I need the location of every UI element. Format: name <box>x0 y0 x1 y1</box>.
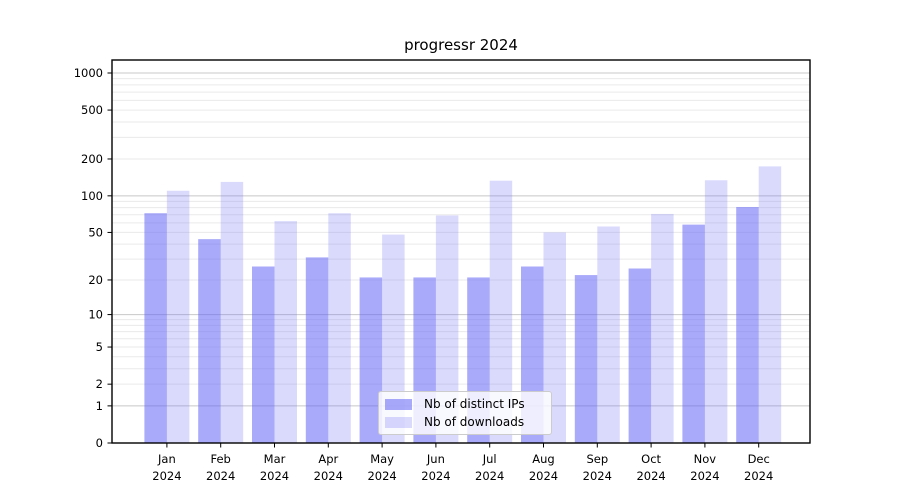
legend-swatch-downloads <box>385 416 412 428</box>
x-tick-label-month-aug: Aug <box>532 452 554 466</box>
bar-distinct-ips-may <box>359 277 383 443</box>
legend-item-distinct-ips: Nb of distinct IPs <box>385 397 543 411</box>
y-tick-label: 20 <box>88 273 103 287</box>
bar-distinct-ips-nov <box>682 224 705 443</box>
legend-label-downloads: Nb of downloads <box>424 415 525 429</box>
x-tick-label-year-jan: 2024 <box>152 469 181 483</box>
x-tick-label-year-dec: 2024 <box>744 469 773 483</box>
x-tick-label-month-apr: Apr <box>318 452 338 466</box>
x-tick-label-year-feb: 2024 <box>206 469 235 483</box>
chart-title: progressr 2024 <box>404 36 518 54</box>
x-tick-label-month-jun: Jun <box>426 452 445 466</box>
x-tick-label-year-mar: 2024 <box>260 469 289 483</box>
bar-downloads-feb <box>220 181 244 444</box>
bar-distinct-ips-feb <box>198 239 221 443</box>
bar-distinct-ips-dec <box>736 206 759 443</box>
bar-downloads-aug <box>543 232 566 443</box>
x-tick-label-year-nov: 2024 <box>690 469 719 483</box>
bar-distinct-ips-jan <box>144 213 167 443</box>
bar-downloads-jan <box>166 190 190 443</box>
x-tick-label-month-nov: Nov <box>694 452 717 466</box>
y-tick-label: 200 <box>81 152 103 166</box>
y-tick-label: 5 <box>96 340 103 354</box>
x-tick-label-year-jun: 2024 <box>421 469 450 483</box>
y-tick-label: 1000 <box>74 66 103 80</box>
bar-distinct-ips-apr <box>305 257 329 443</box>
x-tick-label-month-may: May <box>370 452 394 466</box>
y-tick-label: 1 <box>96 399 103 413</box>
bar-downloads-mar <box>274 221 297 443</box>
legend-swatch-distinct-ips <box>385 398 412 410</box>
x-tick-label-month-feb: Feb <box>211 452 231 466</box>
bar-downloads-oct <box>651 213 674 443</box>
x-tick-label-month-sep: Sep <box>586 452 608 466</box>
legend: Nb of distinct IPs Nb of downloads <box>378 391 552 435</box>
x-tick-label-year-may: 2024 <box>367 469 396 483</box>
x-tick-label-month-oct: Oct <box>641 452 661 466</box>
y-tick-label: 10 <box>88 308 103 322</box>
bar-distinct-ips-oct <box>628 268 652 443</box>
x-tick-label-year-aug: 2024 <box>529 469 558 483</box>
x-tick-label-month-jan: Jan <box>157 452 176 466</box>
y-tick-label: 2 <box>96 377 103 391</box>
x-tick-label-year-sep: 2024 <box>583 469 612 483</box>
bar-downloads-apr <box>328 213 351 443</box>
legend-label-distinct-ips: Nb of distinct IPs <box>424 397 525 411</box>
bar-downloads-dec <box>758 166 782 443</box>
y-tick-label: 500 <box>81 103 103 117</box>
x-tick-label-month-mar: Mar <box>264 452 286 466</box>
bar-downloads-may <box>382 234 405 443</box>
y-tick-label: 50 <box>88 225 103 239</box>
bar-downloads-jul <box>489 180 513 443</box>
bar-downloads-sep <box>597 226 620 443</box>
plot-frame <box>111 59 811 444</box>
bar-downloads-jun <box>435 215 459 443</box>
x-tick-label-year-jul: 2024 <box>475 469 504 483</box>
bar-distinct-ips-mar <box>252 266 275 443</box>
x-tick-label-month-dec: Dec <box>748 452 770 466</box>
bar-downloads-nov <box>704 180 728 443</box>
y-tick-label: 100 <box>81 189 103 203</box>
bar-distinct-ips-sep <box>574 275 598 443</box>
x-tick-label-year-apr: 2024 <box>314 469 343 483</box>
x-tick-label-year-oct: 2024 <box>636 469 665 483</box>
y-tick-label: 0 <box>96 436 103 450</box>
x-tick-label-month-jul: Jul <box>482 452 497 466</box>
legend-item-downloads: Nb of downloads <box>385 415 543 429</box>
